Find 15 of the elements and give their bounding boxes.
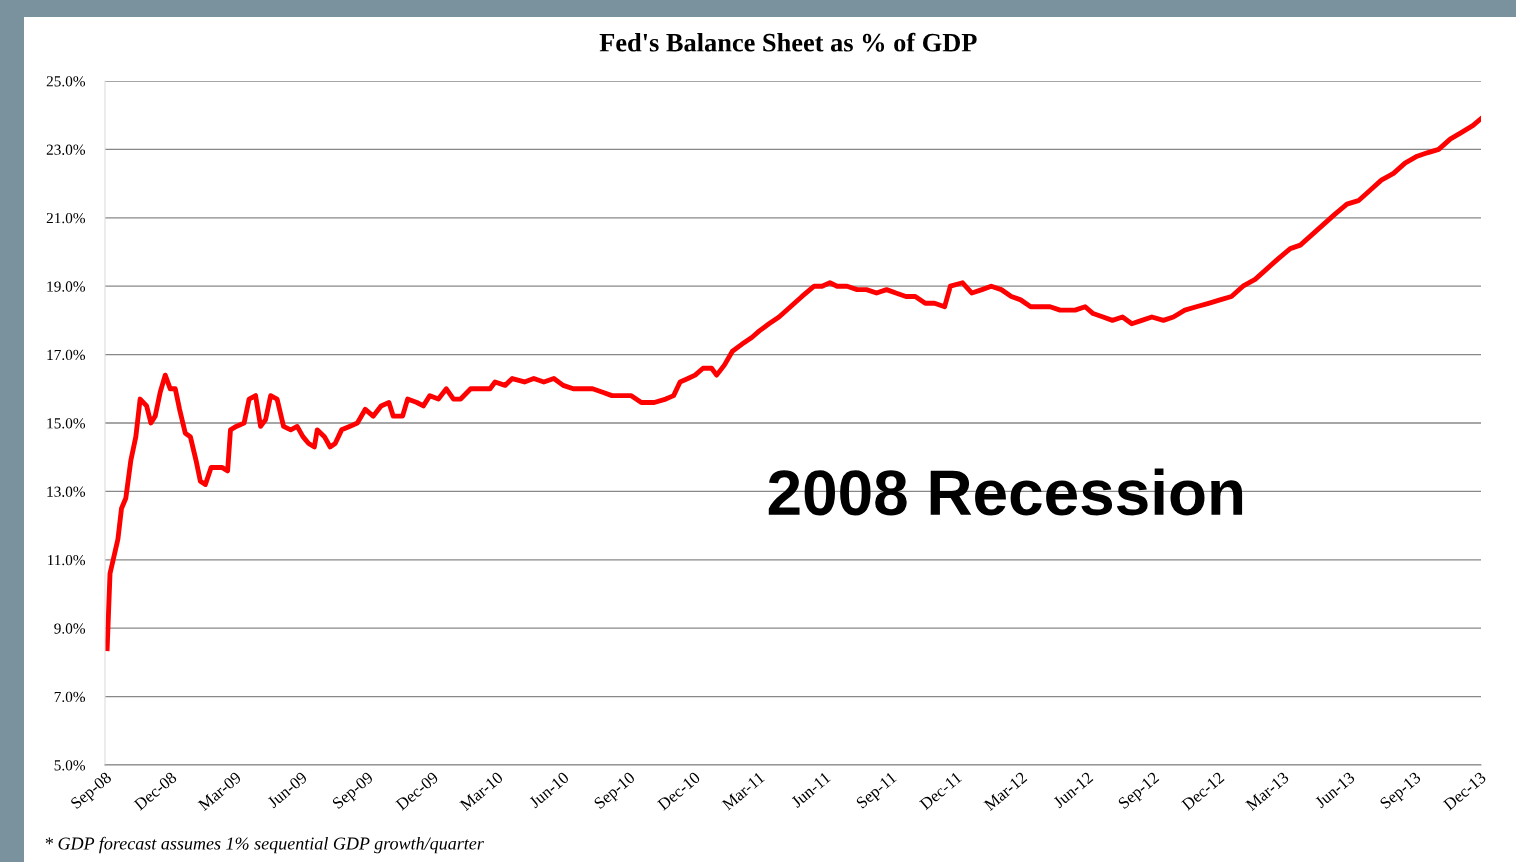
y-tick-label: 15.0% <box>47 418 86 429</box>
line-series <box>105 116 1481 652</box>
y-tick-label: 5.0% <box>54 760 86 771</box>
y-tick-label: 17.0% <box>47 349 86 361</box>
y-tick-label: 13.0% <box>47 486 86 497</box>
y-tick-label: 9.0% <box>54 623 86 634</box>
y-tick-label: 21.0% <box>46 212 86 224</box>
y-tick-label: 11.0% <box>48 554 86 566</box>
annotation: 2008 Recession <box>768 468 1243 516</box>
y-tick-label: 19.0% <box>47 281 86 292</box>
y-tick-label: 7.0% <box>54 691 86 703</box>
chart-title: Fed's Balance Sheet as % of GDP <box>599 32 977 52</box>
y-tick-label: 25.0% <box>46 76 86 87</box>
y-tick-label: 23.0% <box>46 144 86 155</box>
text: * GDP forecast assumes 1% sequential GDP growth/quarter <box>45 836 484 854</box>
